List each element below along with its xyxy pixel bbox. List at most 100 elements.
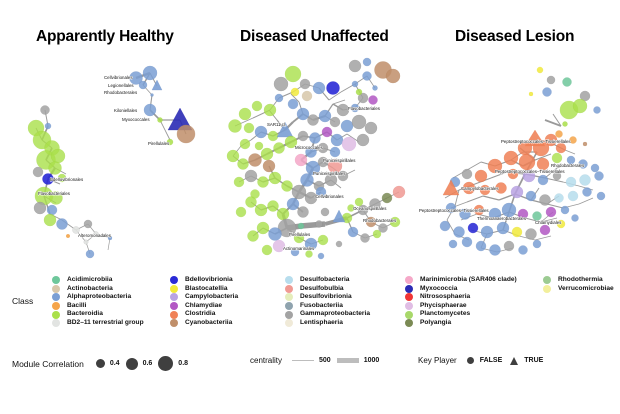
class-legend-item[interactable]: Rhodothermia (543, 276, 614, 285)
class-swatch-alphaproteobacteria (52, 293, 60, 302)
svg-text:Myxococcales: Myxococcales (122, 117, 150, 122)
svg-text:Cellvibrionales: Cellvibrionales (315, 194, 344, 199)
class-swatch-phycisphaerae (405, 302, 413, 311)
class-legend-item[interactable]: Verrucomicrobiae (543, 285, 614, 294)
class-label: Blastocatellia (185, 284, 228, 292)
key-player-legend: Key Player FALSE TRUE (418, 356, 551, 365)
class-legend-item[interactable]: Marinimicrobia (SAR406 clade) (405, 276, 517, 285)
class-swatch-clostridia (170, 310, 178, 319)
class-legend-item[interactable]: Planctomycetes (405, 310, 517, 319)
class-legend-item[interactable]: Alphaproteobacteria (52, 293, 144, 302)
class-legend-item[interactable]: Clostridia (170, 310, 238, 319)
class-label: Actinobacteria (67, 284, 113, 292)
centrality-legend: centrality 500 1000 (250, 356, 385, 365)
svg-text:Pirellulales: Pirellulales (148, 141, 170, 146)
class-swatch-bd2-11-terrestrial-group (52, 319, 60, 328)
class-label: Nitrososphaeria (420, 293, 471, 301)
class-legend-item[interactable]: Bacteroidia (52, 310, 144, 319)
class-legend-item[interactable]: BD2–11 terrestrial group (52, 319, 144, 328)
svg-text:Alteromonadales: Alteromonadales (78, 233, 112, 238)
class-legend-item[interactable]: Bdellovibrionia (170, 276, 238, 285)
class-label: BD2–11 terrestrial group (67, 318, 144, 326)
class-swatch-myxococcia (405, 284, 413, 293)
class-swatch-bacilli (52, 302, 60, 311)
svg-text:Micrococcales: Micrococcales (295, 145, 324, 150)
class-label: Verrucomicrobiae (558, 284, 614, 292)
class-legend-item[interactable]: Lentisphaeria (285, 319, 370, 328)
module-correlation-value: 0.6 (142, 360, 153, 367)
class-swatch-blastocatellia (170, 284, 178, 293)
network-svg-apparently-healthy: Cellvibrionales Legionellales Rhodobacte… (27, 65, 196, 259)
class-legend-item[interactable]: Campylobacteria (170, 293, 238, 302)
class-label: Cyanobacteriia (185, 318, 233, 326)
panel-title-diseased-unaffected: Diseased Unaffected (240, 28, 389, 45)
module-correlation-dot-large (158, 356, 174, 371)
class-legend-item[interactable]: Desulfobulbia (285, 285, 370, 294)
node-labels-diseased-lesion: Peptostreptococcales–Tissierellales Rhod… (419, 139, 586, 226)
class-swatch-bdellovibrionia (170, 276, 178, 285)
class-swatch-planctomycetes (405, 310, 413, 319)
svg-text:Kiloniellales: Kiloniellales (114, 108, 138, 113)
class-swatch-lentisphaeria (285, 319, 293, 328)
svg-text:Legionellales: Legionellales (108, 83, 134, 88)
centrality-line-thick (336, 358, 359, 363)
class-legend-item[interactable]: Actinobacteria (52, 285, 144, 294)
svg-text:Puniceispirillales: Puniceispirillales (313, 171, 346, 176)
class-legend-item[interactable]: Cyanobacteriia (170, 319, 238, 328)
legend-area: Class Acidimicrobiia Actinobacteria Alph… (0, 272, 620, 414)
class-label: Gammaproteobacteria (300, 310, 370, 318)
svg-text:SAR11 cl.: SAR11 cl. (267, 122, 286, 127)
network-svg-diseased-unaffected: Flavobacteriales SAR11 cl. Micrococcales… (226, 57, 406, 260)
class-legend-item[interactable]: Desulfovibrionia (285, 293, 370, 302)
class-legend-item[interactable]: Bacilli (52, 302, 144, 311)
centrality-value: 500 (319, 357, 331, 364)
class-label: Desulfovibrionia (300, 293, 352, 301)
class-legend-item[interactable]: Polyangia (405, 319, 517, 328)
network-panel-apparently-healthy: Cellvibrionales Legionellales Rhodobacte… (0, 48, 215, 263)
svg-text:Rhodobacterales: Rhodobacterales (104, 90, 138, 95)
class-legend-item[interactable]: Phycisphaerae (405, 302, 517, 311)
class-legend-item[interactable]: Blastocatellia (170, 285, 238, 294)
class-swatch-desulfovibrionia (285, 293, 293, 302)
class-label: Lentisphaeria (300, 318, 343, 326)
svg-text:Oceanospirillales: Oceanospirillales (353, 206, 387, 211)
class-label: Polyangia (420, 318, 452, 326)
class-legend-item[interactable]: Nitrososphaeria (405, 293, 517, 302)
svg-text:Puniceispirillales: Puniceispirillales (323, 158, 356, 163)
class-swatch-desulfobulbia (285, 284, 293, 293)
svg-text:Flavobacteriales: Flavobacteriales (38, 191, 71, 196)
class-legend-column-1: Bdellovibrionia Blastocatellia Campyloba… (170, 276, 238, 328)
class-label: Desulfobulbia (300, 284, 344, 292)
svg-text:Rhodobacterales: Rhodobacterales (551, 163, 585, 168)
class-legend-item[interactable]: Chlamydiae (170, 302, 238, 311)
module-correlation-dot-small (95, 359, 105, 368)
class-legend-item[interactable]: Myxococcia (405, 285, 517, 294)
network-svg-diseased-lesion: Peptostreptococcales–Tissierellales Rhod… (419, 66, 606, 256)
class-swatch-gammaproteobacteria (285, 310, 293, 319)
nodes-diseased-lesion (439, 66, 606, 256)
class-legend-item[interactable]: Fusobacteriia (285, 302, 370, 311)
svg-text:Rhodobacterales: Rhodobacterales (363, 218, 397, 223)
centrality-line-thin (292, 359, 315, 362)
class-legend-item[interactable]: Gammaproteobacteria (285, 310, 370, 319)
svg-text:Campylobacterales: Campylobacterales (461, 186, 499, 191)
class-label: Clostridia (185, 310, 216, 318)
class-swatch-polyangia (405, 319, 413, 328)
class-label: Rhodothermia (558, 276, 603, 283)
module-correlation-value: 0.4 (109, 360, 120, 367)
class-legend-column-0: Acidimicrobiia Actinobacteria Alphaprote… (52, 276, 144, 328)
svg-text:Chlamydiales: Chlamydiales (535, 220, 562, 225)
panel-title-diseased-lesion: Diseased Lesion (455, 28, 575, 45)
centrality-value: 1000 (363, 357, 380, 364)
class-swatch-nitrososphaeria (405, 293, 413, 302)
network-panel-diseased-lesion: Peptostreptococcales–Tissierellales Rhod… (419, 48, 620, 263)
class-legend-item[interactable]: Acidimicrobiia (52, 276, 144, 285)
class-legend-item[interactable]: Desulfobacteria (285, 276, 370, 285)
centrality-title: centrality (250, 356, 283, 365)
node-labels-apparently-healthy: Cellvibrionales Legionellales Rhodobacte… (38, 75, 171, 239)
class-label: Campylobacteria (185, 293, 239, 301)
class-swatch-acidimicrobiia (52, 276, 60, 285)
class-label: Planctomycetes (420, 310, 471, 318)
class-label: Myxococcia (420, 284, 458, 292)
